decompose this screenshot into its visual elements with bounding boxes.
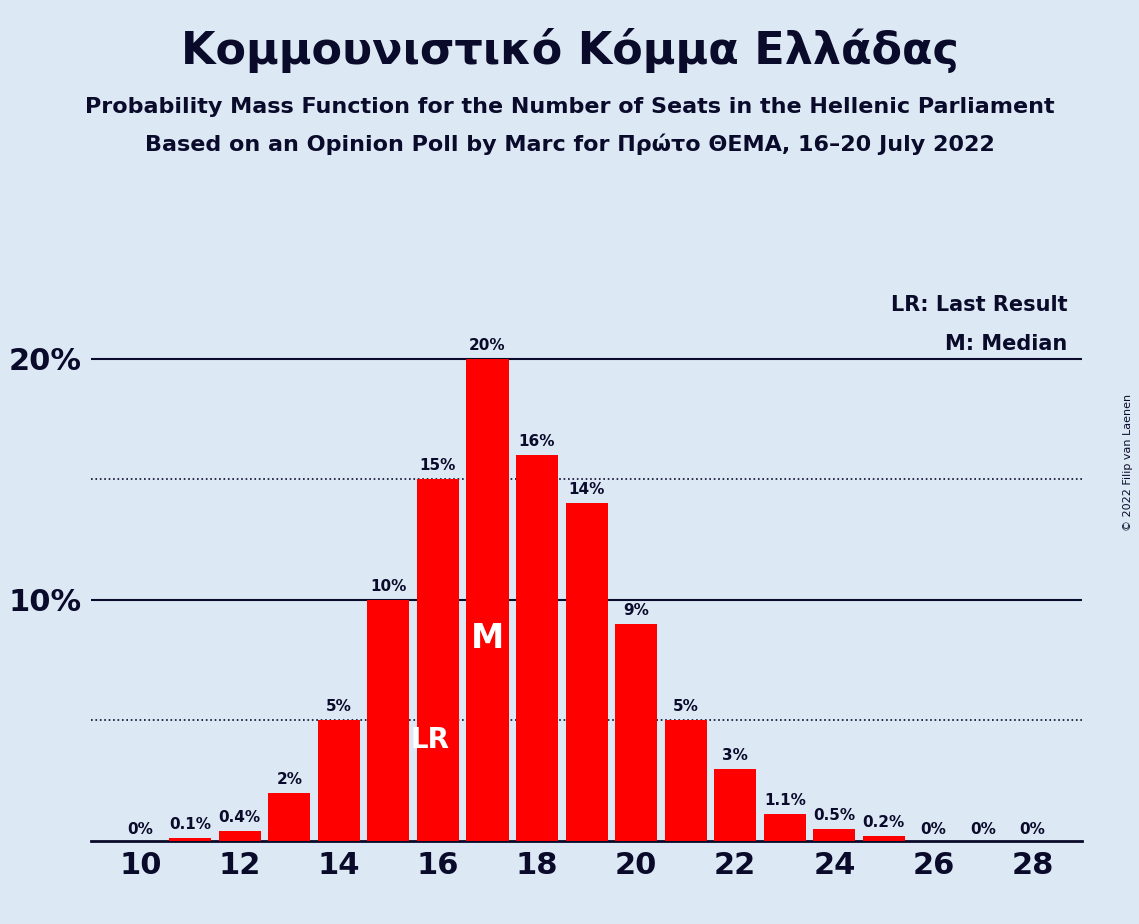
Text: LR: LR bbox=[411, 725, 450, 754]
Text: 5%: 5% bbox=[326, 699, 352, 714]
Bar bbox=[764, 814, 805, 841]
Text: 0%: 0% bbox=[128, 822, 154, 837]
Text: 2%: 2% bbox=[277, 772, 302, 786]
Bar bbox=[318, 721, 360, 841]
Text: 0%: 0% bbox=[920, 822, 947, 837]
Text: M: Median: M: Median bbox=[945, 334, 1067, 354]
Text: 0.4%: 0.4% bbox=[219, 810, 261, 825]
Text: 20%: 20% bbox=[469, 338, 506, 353]
Text: 0%: 0% bbox=[970, 822, 995, 837]
Text: 16%: 16% bbox=[518, 434, 556, 449]
Text: 0.2%: 0.2% bbox=[862, 815, 906, 830]
Text: 0.1%: 0.1% bbox=[170, 818, 211, 833]
Bar bbox=[863, 836, 904, 841]
Bar bbox=[615, 624, 657, 841]
Bar bbox=[219, 832, 261, 841]
Bar bbox=[516, 456, 558, 841]
Text: © 2022 Filip van Laenen: © 2022 Filip van Laenen bbox=[1123, 394, 1133, 530]
Bar bbox=[813, 829, 855, 841]
Bar bbox=[566, 504, 607, 841]
Text: 10%: 10% bbox=[370, 578, 407, 594]
Bar bbox=[417, 480, 459, 841]
Text: LR: Last Result: LR: Last Result bbox=[891, 295, 1067, 315]
Bar bbox=[170, 838, 211, 841]
Text: 0.5%: 0.5% bbox=[813, 808, 855, 822]
Text: M: M bbox=[470, 622, 505, 655]
Text: 5%: 5% bbox=[673, 699, 698, 714]
Bar bbox=[269, 793, 310, 841]
Text: 9%: 9% bbox=[623, 602, 649, 618]
Text: Probability Mass Function for the Number of Seats in the Hellenic Parliament: Probability Mass Function for the Number… bbox=[84, 97, 1055, 117]
Text: Κομμουνιστικό Κόμμα Ελλάδας: Κομμουνιστικό Κόμμα Ελλάδας bbox=[181, 28, 958, 73]
Text: Based on an Opinion Poll by Marc for Πρώτο ΘΕΜΑ, 16–20 July 2022: Based on an Opinion Poll by Marc for Πρώ… bbox=[145, 134, 994, 155]
Text: 1.1%: 1.1% bbox=[764, 794, 805, 808]
Bar bbox=[467, 359, 508, 841]
Bar bbox=[714, 769, 756, 841]
Bar bbox=[665, 721, 706, 841]
Text: 3%: 3% bbox=[722, 748, 748, 762]
Text: 0%: 0% bbox=[1019, 822, 1046, 837]
Bar bbox=[368, 600, 409, 841]
Text: 15%: 15% bbox=[420, 458, 456, 473]
Text: 14%: 14% bbox=[568, 482, 605, 497]
